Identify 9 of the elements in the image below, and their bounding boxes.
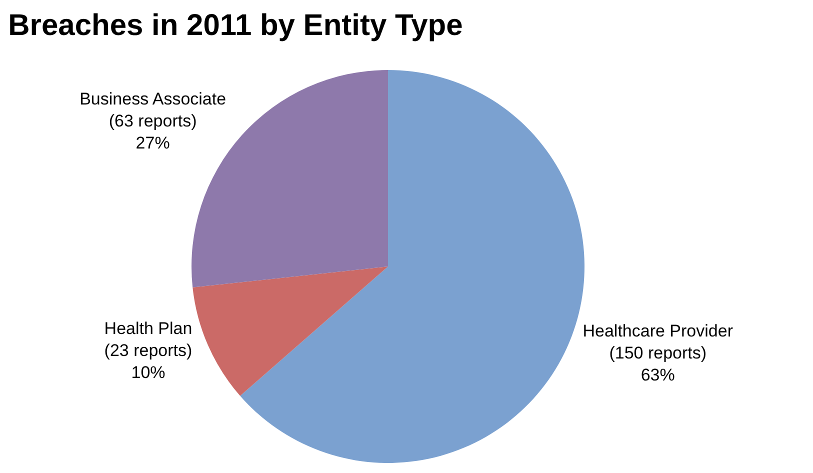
chart-title: Breaches in 2011 by Entity Type — [8, 9, 463, 42]
pie-slice — [240, 70, 584, 463]
data-label: (150 reports) 63% — [609, 344, 707, 385]
slice-label: Business Associate — [80, 89, 226, 108]
slice-label: Healthcare Provider — [582, 321, 734, 340]
pie-slice — [192, 266, 388, 396]
data-label: (23 reports) 10% — [104, 340, 192, 382]
slice-label: Health Plan — [104, 318, 192, 338]
data-label: (63 reports) 27% — [108, 112, 197, 153]
